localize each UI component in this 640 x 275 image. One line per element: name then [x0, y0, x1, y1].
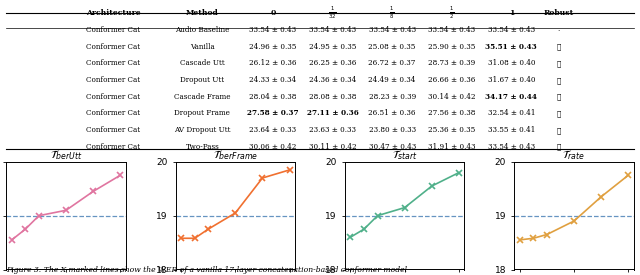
Text: Figure 3: The X-marked lines show the WER of a vanilla 17-layer concatenation-ba: Figure 3: The X-marked lines show the WE… [6, 266, 408, 274]
Title: $\mathcal{T}_{berFrame}$: $\mathcal{T}_{berFrame}$ [212, 148, 258, 162]
Title: $\mathcal{T}_{berUtt}$: $\mathcal{T}_{berUtt}$ [50, 148, 83, 162]
Title: $\mathcal{T}_{start}$: $\mathcal{T}_{start}$ [392, 148, 418, 162]
Title: $\mathcal{T}_{rate}$: $\mathcal{T}_{rate}$ [563, 148, 586, 162]
